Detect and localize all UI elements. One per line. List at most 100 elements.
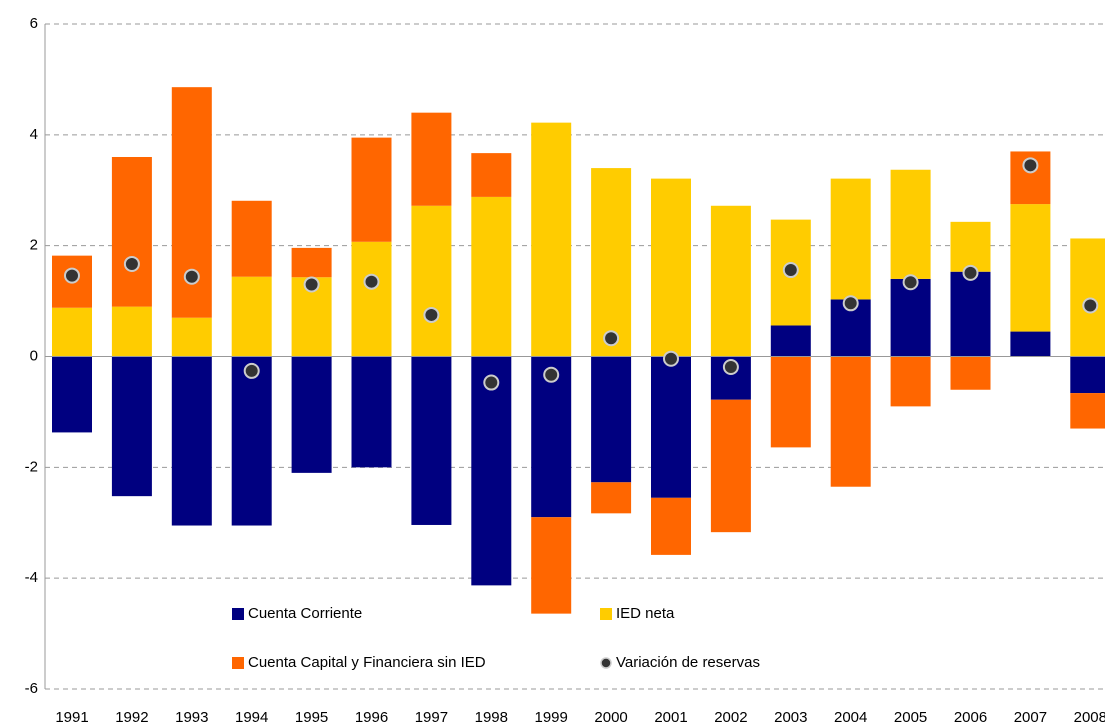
x-tick-label: 2003 (774, 709, 807, 726)
y-tick-label: 0 (30, 347, 38, 364)
bar (710, 399, 751, 533)
legend-label: IED neta (616, 605, 675, 622)
bar (231, 276, 272, 357)
bar (471, 196, 512, 357)
bar (531, 356, 572, 518)
legend-swatch (232, 608, 244, 620)
bar (651, 178, 691, 357)
x-tick-label: 2002 (714, 709, 747, 726)
x-tick-label: 1991 (55, 709, 88, 726)
bar (770, 356, 811, 448)
bar (351, 241, 392, 357)
x-tick-label: 2001 (654, 709, 687, 726)
bar (950, 271, 991, 357)
x-tick-label: 2006 (954, 709, 987, 726)
dot (543, 366, 560, 383)
dot (902, 274, 919, 291)
bar (591, 168, 632, 357)
x-tick-label: 1992 (115, 709, 148, 726)
legend-label: Variación de reservas (616, 654, 760, 671)
bar (770, 325, 811, 357)
dot (243, 362, 260, 379)
bar (1010, 204, 1051, 332)
bar (890, 356, 931, 407)
x-tick-label: 2008 (1074, 709, 1105, 726)
bar (351, 137, 392, 242)
bar (1070, 238, 1105, 357)
bar (351, 356, 392, 468)
bar (950, 356, 991, 390)
dot (603, 330, 620, 347)
legend-label: Cuenta Capital y Financiera sin IED (248, 654, 486, 671)
bar (591, 356, 632, 483)
dot (123, 255, 140, 272)
legend-label: Cuenta Corriente (248, 605, 362, 622)
legend-swatch (600, 608, 612, 620)
dot (64, 267, 80, 284)
x-tick-label: 2007 (1014, 709, 1047, 726)
x-tick-label: 2000 (594, 709, 627, 726)
x-tick-label: 1994 (235, 709, 268, 726)
bar (531, 122, 572, 357)
dot (183, 268, 200, 285)
bar (411, 205, 452, 357)
dot (483, 374, 500, 391)
y-tick-label: -4 (25, 569, 38, 586)
bar (890, 278, 931, 357)
bar (950, 221, 991, 272)
bar (411, 356, 452, 525)
bar (291, 356, 332, 473)
bar (1070, 393, 1105, 429)
y-tick-label: 4 (30, 126, 38, 143)
bar (651, 356, 691, 498)
x-tick-label: 1993 (175, 709, 208, 726)
dot (663, 350, 679, 367)
x-tick-label: 2004 (834, 709, 867, 726)
legend-swatch (232, 657, 244, 669)
bar (411, 112, 452, 206)
bar (1010, 331, 1051, 357)
bar (111, 157, 152, 307)
y-tick-label: 2 (30, 237, 38, 254)
x-tick-label: 1995 (295, 709, 328, 726)
bar (171, 317, 212, 357)
bar (890, 169, 931, 279)
x-tick-label: 1998 (475, 709, 508, 726)
x-tick-label: 1997 (415, 709, 448, 726)
bar (52, 356, 92, 433)
bar (591, 482, 632, 514)
bar (830, 178, 871, 300)
dot (363, 273, 380, 290)
y-tick-label: 6 (30, 15, 38, 32)
bar (651, 497, 691, 555)
dot (722, 359, 739, 376)
bar (111, 306, 152, 357)
dot (1022, 157, 1039, 174)
bar (231, 200, 272, 277)
dot (1082, 297, 1099, 314)
bar (231, 356, 272, 526)
dot (303, 276, 320, 293)
dot (842, 295, 859, 312)
dot (423, 306, 440, 323)
bar (830, 356, 871, 487)
bar (291, 247, 332, 278)
bar (171, 356, 212, 526)
bar (471, 153, 512, 197)
bar (1070, 356, 1105, 394)
x-tick-label: 1999 (535, 709, 568, 726)
x-tick-label: 1996 (355, 709, 388, 726)
y-tick-label: -6 (25, 680, 38, 697)
x-tick-label: 2005 (894, 709, 927, 726)
bar (471, 356, 512, 586)
dot (782, 262, 799, 279)
bar (52, 307, 92, 357)
dot (962, 264, 979, 281)
bar (710, 205, 751, 357)
bar (531, 517, 572, 614)
legend-marker (600, 657, 612, 669)
y-tick-label: -2 (25, 458, 38, 475)
bar (111, 356, 152, 497)
